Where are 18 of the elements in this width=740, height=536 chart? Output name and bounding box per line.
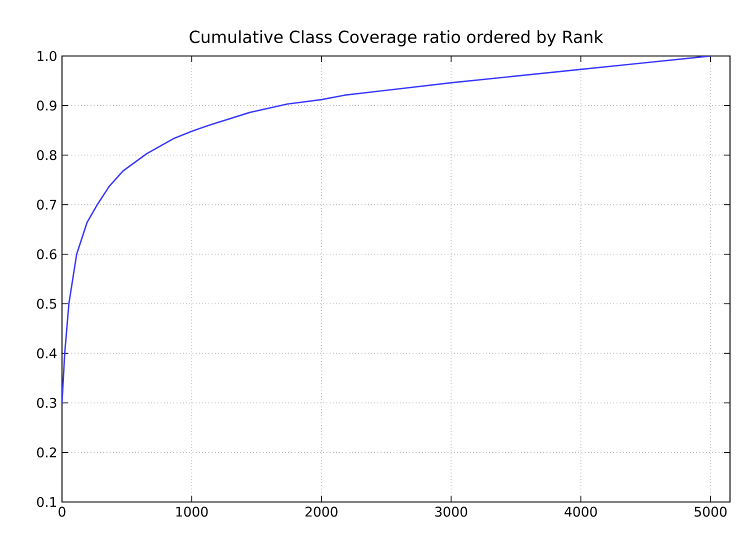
x-tick-label: 1000 <box>176 506 208 517</box>
y-tick-label: 1.0 <box>38 50 56 62</box>
x-tick-label: 2000 <box>306 506 338 517</box>
chart-title: Cumulative Class Coverage ratio ordered by Rank <box>190 30 604 46</box>
y-tick-label: 0.5 <box>37 298 56 309</box>
y-tick-label: 0.9 <box>37 100 56 111</box>
y-tick-label: 0.6 <box>37 249 56 260</box>
y-tick-label: 0.7 <box>37 200 56 210</box>
y-tick-label: 0.8 <box>37 150 56 160</box>
y-tick-label: 0.2 <box>37 447 56 458</box>
y-tick-label: 0.3 <box>37 398 56 408</box>
x-tick-label: 3000 <box>435 506 468 517</box>
x-tick-label: 4000 <box>564 506 597 517</box>
x-tick-label: 0 <box>58 506 66 517</box>
y-tick-label: 0.1 <box>37 496 56 508</box>
y-tick-label: 0.4 <box>37 348 57 358</box>
line-series <box>62 56 712 404</box>
x-tick-label: 5000 <box>694 506 727 517</box>
